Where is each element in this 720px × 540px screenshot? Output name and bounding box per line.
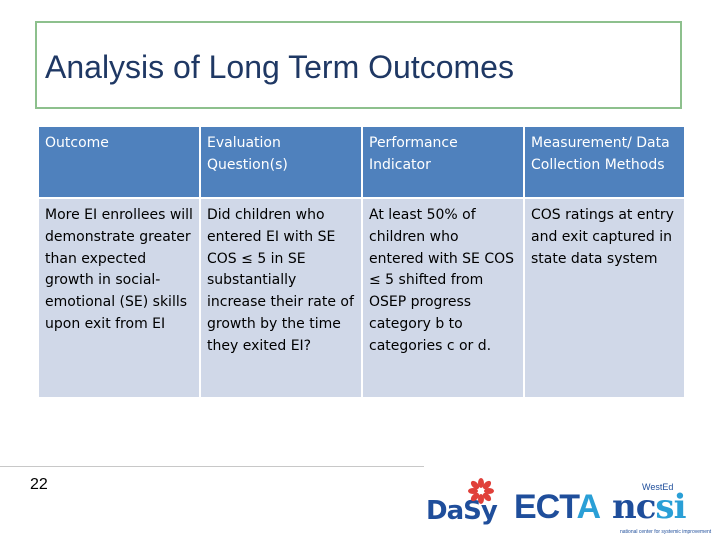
cell-measurement-methods: COS ratings at entry and exit captured i… [523,197,686,399]
cell-outcome: More EI enrollees will demonstrate great… [37,197,201,399]
ncsi-logo: ncsi [612,487,686,527]
title-box: Analysis of Long Term Outcomes [35,21,682,109]
dasy-logo: DaSy [426,478,498,526]
outcomes-table: Outcome Evaluation Question(s) Performan… [37,125,686,399]
ncsi-logo-subtitle: national center for systemic improvement [620,529,712,535]
ecta-logo: ECTA [514,488,601,527]
header-measurement-methods: Measurement/ Data Collection Methods [523,125,686,199]
ncsi-logo-text: nc [612,487,656,527]
page-number: 22 [30,476,48,493]
cell-performance-indicator: At least 50% of children who entered wit… [361,197,525,399]
table-header-row: Outcome Evaluation Question(s) Performan… [37,125,686,199]
ecta-logo-text: ECT [514,488,577,526]
partner-logos: DaSy ECTA ncsi WestEd national center fo… [424,478,720,540]
footer-divider [0,466,424,467]
flower-icon [468,478,494,504]
header-evaluation-question: Evaluation Question(s) [199,125,363,199]
dasy-logo-text: DaSy [426,496,498,526]
wested-logo: WestEd [642,482,674,492]
ecta-logo-letter-a: A [576,488,601,526]
slide-title: Analysis of Long Term Outcomes [45,49,514,85]
header-outcome: Outcome [37,125,201,199]
header-performance-indicator: Performance Indicator [361,125,525,199]
cell-evaluation-question: Did children who entered EI with SE COS … [199,197,363,399]
table-row: More EI enrollees will demonstrate great… [37,197,686,399]
ncsi-logo-text-si: si [655,487,686,527]
